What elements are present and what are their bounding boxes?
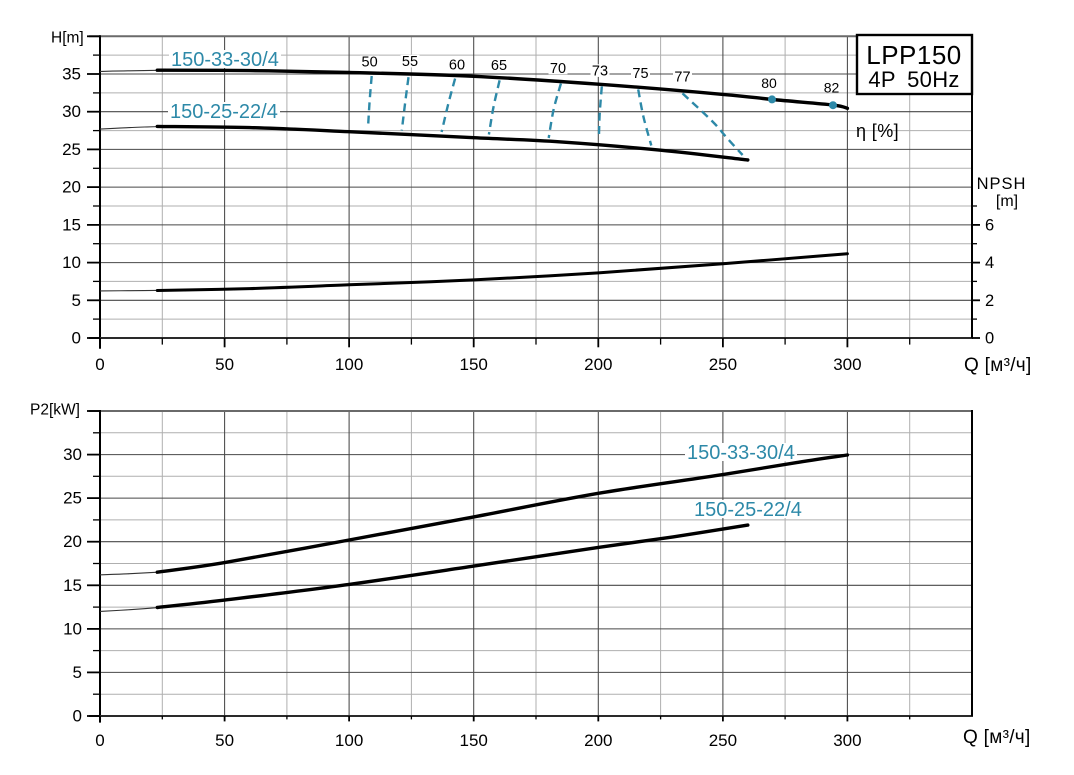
svg-text:20: 20 <box>63 532 82 551</box>
svg-text:200: 200 <box>584 731 612 750</box>
svg-text:300: 300 <box>833 355 861 374</box>
svg-text:150: 150 <box>460 731 488 750</box>
svg-text:0: 0 <box>985 330 994 348</box>
svg-text:5: 5 <box>73 663 82 682</box>
svg-text:30: 30 <box>62 102 81 121</box>
svg-text:250: 250 <box>709 731 737 750</box>
svg-text:60: 60 <box>449 57 465 73</box>
svg-text:75: 75 <box>632 66 648 82</box>
svg-text:0: 0 <box>95 355 104 374</box>
svg-text:73: 73 <box>592 64 608 80</box>
svg-text:η [%]: η [%] <box>856 121 899 141</box>
svg-text:LPP150: LPP150 <box>866 40 962 70</box>
svg-text:25: 25 <box>62 140 81 159</box>
svg-text:77: 77 <box>674 70 690 86</box>
svg-text:250: 250 <box>709 355 737 374</box>
svg-text:[m]: [m] <box>996 193 1018 210</box>
svg-text:100: 100 <box>335 731 363 750</box>
svg-text:50: 50 <box>215 731 234 750</box>
svg-text:Q [м³/ч]: Q [м³/ч] <box>964 355 1032 376</box>
svg-text:150-25-22/4: 150-25-22/4 <box>694 499 802 521</box>
svg-text:50: 50 <box>215 355 234 374</box>
svg-text:15: 15 <box>62 215 81 234</box>
svg-text:4: 4 <box>985 254 994 272</box>
svg-text:P2[kW]: P2[kW] <box>30 402 80 419</box>
svg-text:NPSH: NPSH <box>977 175 1027 193</box>
svg-text:82: 82 <box>824 80 840 96</box>
svg-text:2: 2 <box>985 292 994 310</box>
svg-text:30: 30 <box>63 445 82 464</box>
svg-text:4P 50Hz: 4P 50Hz <box>868 67 959 92</box>
svg-text:55: 55 <box>402 54 418 70</box>
svg-text:150-33-30/4: 150-33-30/4 <box>171 49 279 71</box>
svg-text:10: 10 <box>63 619 82 638</box>
svg-text:Q [м³/ч]: Q [м³/ч] <box>963 727 1031 748</box>
svg-text:150-25-22/4: 150-25-22/4 <box>170 101 278 123</box>
svg-text:0: 0 <box>72 329 81 348</box>
svg-text:H[m]: H[m] <box>51 30 84 47</box>
svg-text:35: 35 <box>62 65 81 84</box>
svg-text:150: 150 <box>460 355 488 374</box>
svg-text:50: 50 <box>362 55 378 71</box>
svg-text:100: 100 <box>335 355 363 374</box>
svg-text:70: 70 <box>550 61 566 77</box>
svg-text:150-33-30/4: 150-33-30/4 <box>687 442 795 464</box>
svg-text:300: 300 <box>833 731 861 750</box>
svg-text:65: 65 <box>491 58 507 74</box>
svg-text:20: 20 <box>62 178 81 197</box>
svg-text:80: 80 <box>761 75 777 91</box>
svg-text:10: 10 <box>62 253 81 272</box>
svg-text:0: 0 <box>73 707 82 726</box>
svg-text:200: 200 <box>584 355 612 374</box>
svg-text:15: 15 <box>63 576 82 595</box>
svg-text:6: 6 <box>985 216 994 234</box>
svg-text:25: 25 <box>63 489 82 508</box>
svg-text:5: 5 <box>72 291 81 310</box>
svg-text:0: 0 <box>95 731 104 750</box>
